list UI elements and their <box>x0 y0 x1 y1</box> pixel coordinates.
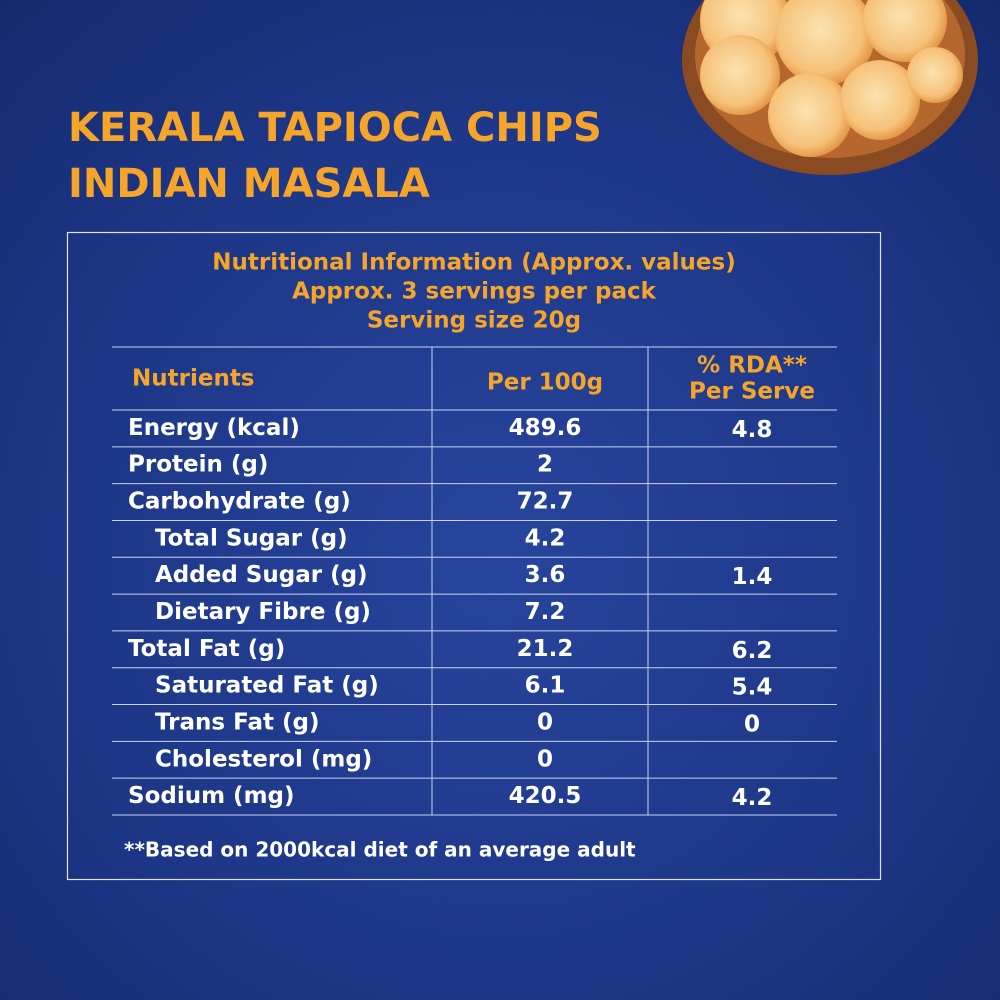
nutrient-name: Total Sugar (g) <box>155 525 348 551</box>
title-line: INDIAN MASALA <box>68 161 430 207</box>
nutrient-name: Cholesterol (mg) <box>155 746 372 772</box>
per-100g-value: 21.2 <box>517 636 574 662</box>
chips-bowl <box>682 0 978 175</box>
nutrient-name: Energy (kcal) <box>128 415 300 441</box>
per-100g-value: 0 <box>537 709 553 735</box>
column-header: Per Serve <box>689 379 815 405</box>
nutrient-name: Total Fat (g) <box>128 636 285 662</box>
footnote: **Based on 2000kcal diet of an average a… <box>124 838 636 862</box>
panel-heading: Approx. 3 servings per pack <box>292 279 657 305</box>
rda-value: 1.4 <box>732 564 773 590</box>
rda-value: 4.2 <box>732 785 773 811</box>
column-header: Nutrients <box>132 366 255 392</box>
panel-border <box>66 231 882 881</box>
nutrient-name: Saturated Fat (g) <box>155 673 379 699</box>
per-100g-value: 6.1 <box>525 673 566 699</box>
per-100g-value: 7.2 <box>525 599 566 625</box>
title-line: KERALA TAPIOCA CHIPS <box>68 105 602 151</box>
column-header: Per 100g <box>487 370 603 396</box>
per-100g-value: 4.2 <box>525 525 566 551</box>
rda-value: 5.4 <box>732 675 773 701</box>
nutrient-name: Added Sugar (g) <box>155 562 368 588</box>
per-100g-value: 489.6 <box>509 415 582 441</box>
nutrient-name: Protein (g) <box>128 452 268 478</box>
nutrient-name: Carbohydrate (g) <box>128 489 351 515</box>
rda-value: 6.2 <box>732 638 773 664</box>
nutrient-name: Sodium (mg) <box>128 783 295 809</box>
per-100g-value: 0 <box>537 746 553 772</box>
per-100g-value: 420.5 <box>509 783 582 809</box>
column-header: % RDA** <box>697 353 807 379</box>
rda-value: 0 <box>744 711 760 737</box>
panel-heading: Serving size 20g <box>367 308 581 334</box>
per-100g-value: 3.6 <box>525 562 566 588</box>
nutrient-name: Dietary Fibre (g) <box>155 599 371 625</box>
nutrient-name: Trans Fat (g) <box>155 709 319 735</box>
rda-value: 4.8 <box>732 417 773 443</box>
panel-heading: Nutritional Information (Approx. values) <box>212 250 735 276</box>
per-100g-value: 72.7 <box>517 489 574 515</box>
per-100g-value: 2 <box>537 452 553 478</box>
